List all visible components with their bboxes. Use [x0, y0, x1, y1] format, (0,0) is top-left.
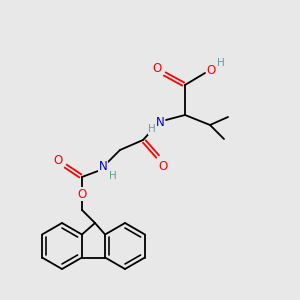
Text: O: O: [152, 62, 162, 76]
Text: N: N: [99, 160, 107, 173]
Text: H: H: [148, 124, 156, 134]
Text: O: O: [206, 64, 216, 77]
Text: O: O: [158, 160, 168, 172]
Text: N: N: [156, 116, 164, 130]
Text: O: O: [77, 188, 87, 200]
Text: O: O: [53, 154, 63, 167]
Text: H: H: [217, 58, 225, 68]
Text: H: H: [109, 171, 117, 181]
